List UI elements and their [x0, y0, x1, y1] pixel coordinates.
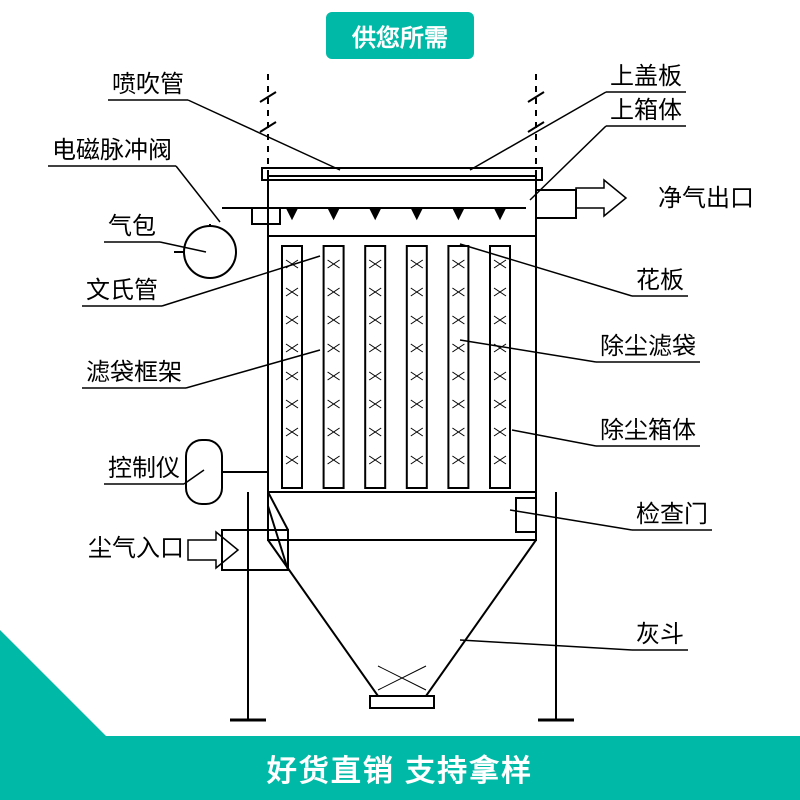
top-banner: 供您所需	[326, 12, 474, 59]
label-blow_pipe: 喷吹管	[112, 71, 184, 98]
label-controller: 控制仪	[108, 455, 180, 482]
label-top_cover: 上盖板	[610, 63, 682, 90]
bottom-bar: 好货直销 支持拿样	[0, 736, 800, 800]
label-hopper: 灰斗	[636, 621, 684, 648]
label-housing: 除尘箱体	[600, 417, 696, 444]
label-pulse_valve: 电磁脉冲阀	[52, 137, 172, 164]
label-air_tank: 气包	[108, 213, 156, 240]
label-upper_box: 上箱体	[610, 97, 682, 124]
label-filter_bag: 除尘滤袋	[600, 333, 696, 360]
svg-text:净气出口: 净气出口	[658, 185, 754, 212]
label-tube_sheet: 花板	[636, 267, 684, 294]
label-access_door: 检查门	[636, 501, 708, 528]
label-venturi: 文氏管	[86, 277, 158, 304]
svg-text:尘气入口: 尘气入口	[88, 535, 184, 562]
label-cage: 滤袋框架	[86, 359, 182, 386]
